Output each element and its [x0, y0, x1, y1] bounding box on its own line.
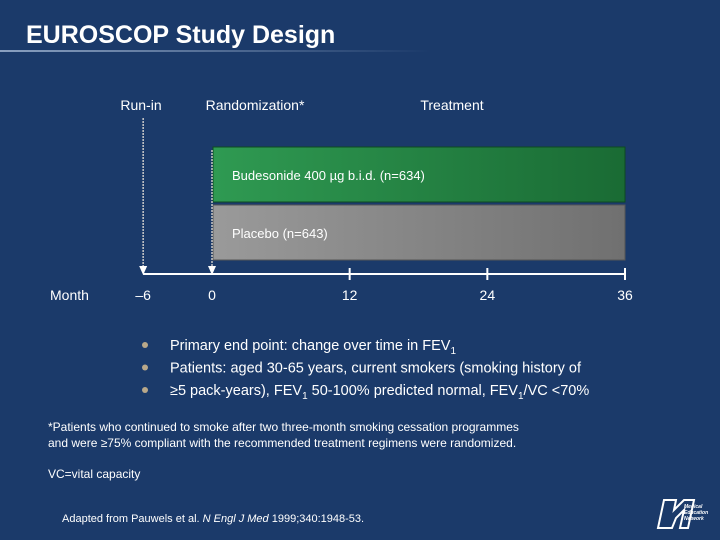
- text-run: /VC <70%: [524, 383, 590, 399]
- bullet-dot: [142, 342, 148, 348]
- text-run: 1: [450, 346, 456, 357]
- logo-text: Network: [684, 516, 704, 522]
- tick-mark: [139, 266, 148, 275]
- citation: Adapted from Pauwels et al. N Engl J Med…: [62, 513, 364, 525]
- tick-label: 12: [342, 287, 358, 303]
- bullet-text: ≥5 pack-years), FEV1 50-100% predicted n…: [170, 383, 589, 402]
- arm-label: Placebo (n=643): [232, 226, 328, 241]
- text-run: 1: [302, 391, 308, 402]
- footnote: and were ≥75% compliant with the recomme…: [48, 436, 516, 450]
- text-run: 50-100% predicted normal, FEV: [308, 383, 519, 399]
- abbreviation: VC=vital capacity: [48, 467, 140, 481]
- title: EUROSCOP Study Design: [26, 21, 335, 49]
- tick-mark: [208, 266, 216, 275]
- text-run: Patients: aged 30-65 years, current smok…: [170, 361, 582, 377]
- arm-label: Budesonide 400 µg b.i.d. (n=634): [232, 168, 425, 183]
- text-run: ≥5 pack-years), FEV: [170, 383, 302, 399]
- logo: Medical Education Network: [656, 499, 708, 529]
- tick-label: 24: [480, 287, 496, 303]
- text-run: Adapted from Pauwels et al.: [62, 513, 203, 525]
- text-run: N Engl J Med: [203, 513, 270, 525]
- phase-label: Treatment: [420, 97, 483, 113]
- tick-label: –6: [135, 287, 151, 303]
- bullet-dot: [142, 387, 148, 393]
- bullet-dot: [142, 364, 148, 371]
- text-run: Primary end point: change over time in F…: [170, 338, 451, 354]
- logo-text: Education: [684, 510, 708, 516]
- logo-text: Medical: [684, 504, 703, 510]
- footnote: *Patients who continued to smoke after t…: [48, 420, 519, 434]
- text-run: 1999;340:1948-53.: [269, 513, 364, 525]
- arm-bar: [212, 204, 626, 261]
- tick-label: 0: [208, 287, 216, 303]
- tick-label: 36: [617, 287, 633, 303]
- arm-bar: [212, 146, 626, 203]
- timeline-label: Month: [50, 287, 89, 303]
- phase-label: Run-in: [120, 97, 161, 113]
- phase-label: Randomization*: [206, 97, 305, 113]
- title-underline: [0, 50, 430, 52]
- bullet-text: Patients: aged 30-65 years, current smok…: [170, 361, 582, 377]
- bullet-text: Primary end point: change over time in F…: [170, 338, 456, 357]
- text-run: 1: [518, 391, 524, 402]
